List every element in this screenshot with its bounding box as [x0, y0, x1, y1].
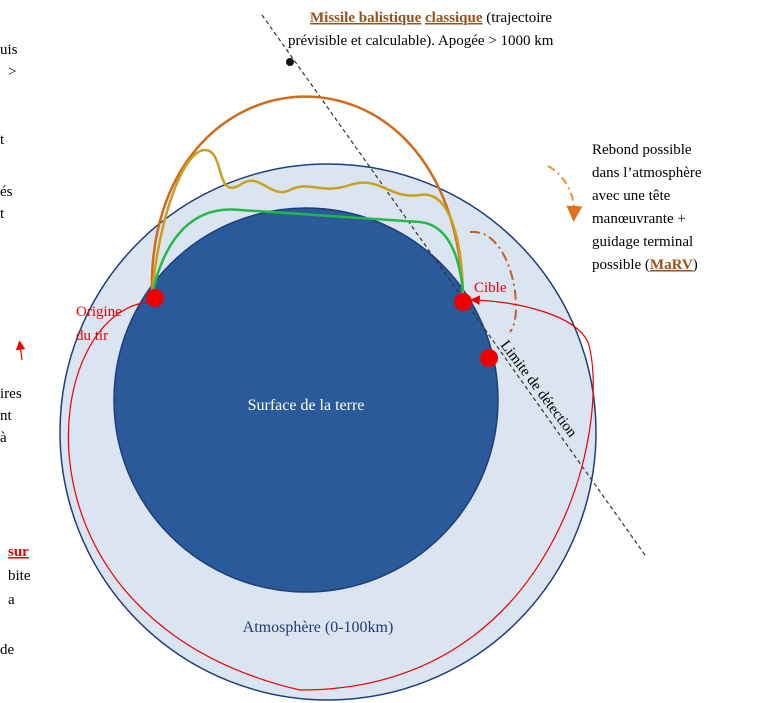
- note-line: guidage terminal: [592, 234, 693, 250]
- text: ): [693, 257, 698, 273]
- surface-label: Surface de la terre: [248, 397, 365, 414]
- origin-label: du tir: [76, 328, 108, 344]
- detection-line: [261, 14, 646, 556]
- fragment: t: [0, 206, 5, 222]
- fragment: és: [0, 184, 13, 200]
- fragment: sur: [8, 544, 29, 560]
- note-line: possible (MaRV): [592, 257, 698, 273]
- note: Rebond possible dans l’atmosphère avec u…: [592, 142, 702, 273]
- orbital-arrow: [15, 340, 26, 361]
- orbital-path: [67, 301, 594, 691]
- note-line: manœuvrante +: [592, 211, 686, 227]
- fragment: ires: [0, 386, 22, 402]
- fragment: bite: [8, 568, 31, 584]
- apogee-dot: [286, 58, 294, 66]
- term: MaRV: [650, 257, 693, 273]
- term: classique: [425, 10, 483, 26]
- fragment: à: [0, 430, 7, 446]
- origin-dot: [146, 289, 164, 307]
- impact-dot: [480, 349, 498, 367]
- orbital-end: [470, 295, 589, 343]
- fragment: t: [0, 132, 5, 148]
- low-trajectory: [150, 208, 465, 296]
- ballistic-trajectory: [150, 95, 465, 299]
- fragment: nt: [0, 408, 13, 424]
- left-fragments: uis > t és t ires nt à sur bite a de: [0, 42, 31, 658]
- wavy-trajectory: [150, 148, 465, 296]
- atmosphere-label: Atmosphère (0-100km): [243, 619, 394, 636]
- note-line: dans l’atmosphère: [592, 165, 702, 181]
- header-line: prévisible et calculable). Apogée > 1000…: [288, 33, 554, 49]
- fragment: >: [8, 64, 16, 80]
- target-label: Cible: [474, 280, 507, 296]
- marv-path: [469, 230, 517, 333]
- origin-label: Origine: [76, 304, 122, 320]
- earth: [113, 207, 499, 593]
- fragment: uis: [0, 42, 18, 58]
- text: possible (: [592, 257, 650, 273]
- target-dot: [454, 293, 472, 311]
- text: (trajectoire: [486, 10, 552, 26]
- note-line: Rebond possible: [592, 142, 692, 158]
- note-line: avec une tête: [592, 188, 671, 204]
- term: Missile balistique: [310, 10, 422, 26]
- fragment: a: [8, 592, 15, 608]
- marv-arrow: [547, 165, 583, 222]
- fragment: de: [0, 642, 15, 658]
- header-line: Missile balistique classique (trajectoir…: [310, 10, 552, 26]
